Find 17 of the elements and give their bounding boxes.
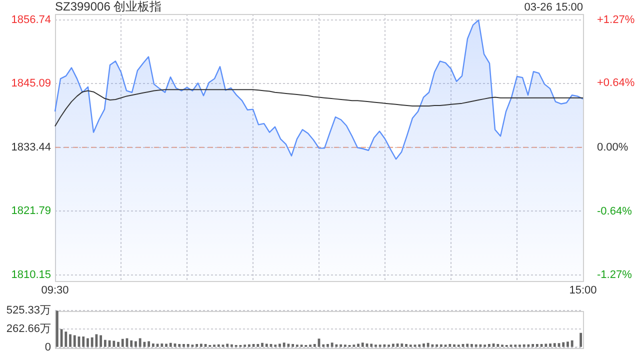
y2-tick-label: +1.27% [597, 14, 635, 26]
chart-title: SZ399006 创业板指 [55, 0, 162, 14]
y2-tick-label: -0.64% [597, 206, 632, 218]
text: 03-26 15:00 [524, 2, 583, 14]
y-tick-label: 262.66万 [6, 323, 51, 336]
y-tick-label: 1833.44 [11, 141, 51, 154]
y-tick-label: 1845.09 [11, 78, 51, 90]
y-tick-label: 1821.79 [11, 205, 51, 218]
y2-tick-label: 0.00% [597, 141, 628, 154]
x-tick-label: 09:30 [41, 284, 69, 296]
x-tick-label: 15:00 [569, 284, 597, 296]
y-tick-label: 1810.15 [11, 268, 51, 281]
y-tick-label: 525.33万 [6, 304, 51, 317]
y2-tick-label: -1.27% [597, 268, 632, 281]
y2-tick-label: +0.64% [597, 77, 635, 90]
y-tick-label: 0 [44, 341, 51, 354]
y-tick-label: 1856.74 [11, 14, 51, 26]
